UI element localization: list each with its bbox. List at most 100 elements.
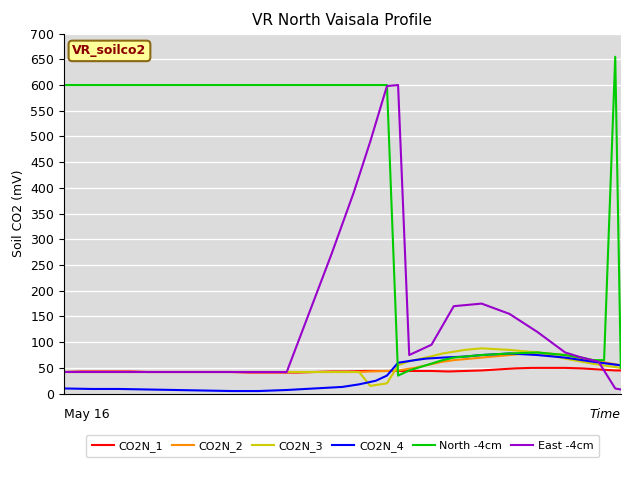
North -4cm <box>116 82 124 88</box>
East -4cm <box>227 369 235 375</box>
North -4cm <box>506 350 513 356</box>
East -4cm <box>595 359 602 365</box>
CO2N_2 <box>366 369 374 374</box>
CO2N_2 <box>383 368 391 374</box>
East -4cm <box>283 369 291 375</box>
CO2N_1 <box>161 369 168 375</box>
CO2N_2 <box>394 368 402 373</box>
CO2N_4 <box>439 355 447 360</box>
CO2N_3 <box>366 383 374 389</box>
East -4cm <box>578 355 586 360</box>
CO2N_4 <box>506 350 513 356</box>
CO2N_4 <box>589 359 596 365</box>
CO2N_2 <box>450 357 458 363</box>
CO2N_3 <box>506 347 513 353</box>
Title: VR North Vaisala Profile: VR North Vaisala Profile <box>252 13 433 28</box>
East -4cm <box>116 369 124 375</box>
CO2N_4 <box>339 384 346 390</box>
East -4cm <box>561 349 569 355</box>
East -4cm <box>617 386 625 392</box>
CO2N_2 <box>355 369 363 375</box>
North -4cm <box>617 365 625 371</box>
CO2N_3 <box>561 356 569 361</box>
CO2N_4 <box>310 385 318 391</box>
CO2N_3 <box>589 361 596 367</box>
North -4cm <box>422 362 430 368</box>
CO2N_4 <box>422 356 430 361</box>
North -4cm <box>310 82 318 88</box>
CO2N_1 <box>528 365 536 371</box>
CO2N_2 <box>439 359 447 365</box>
CO2N_1 <box>60 369 68 375</box>
CO2N_1 <box>260 370 268 375</box>
CO2N_4 <box>200 388 207 394</box>
CO2N_2 <box>561 352 569 358</box>
CO2N_1 <box>611 368 619 373</box>
CO2N_4 <box>227 388 235 394</box>
CO2N_3 <box>339 369 346 375</box>
CO2N_4 <box>172 387 179 393</box>
Line: North -4cm: North -4cm <box>64 57 621 375</box>
CO2N_2 <box>60 369 68 375</box>
CO2N_1 <box>127 369 134 374</box>
CO2N_4 <box>355 382 363 387</box>
CO2N_1 <box>617 368 625 373</box>
CO2N_1 <box>511 366 519 372</box>
CO2N_1 <box>143 369 151 375</box>
CO2N_1 <box>194 369 202 375</box>
North -4cm <box>450 355 458 360</box>
East -4cm <box>611 385 619 391</box>
East -4cm <box>477 300 485 307</box>
CO2N_4 <box>617 362 625 368</box>
CO2N_4 <box>383 372 391 378</box>
CO2N_1 <box>444 369 452 374</box>
East -4cm <box>328 252 335 258</box>
North -4cm <box>366 82 374 88</box>
CO2N_3 <box>227 369 235 375</box>
CO2N_2 <box>227 369 235 375</box>
East -4cm <box>506 311 513 317</box>
CO2N_1 <box>77 369 84 374</box>
CO2N_4 <box>60 385 68 391</box>
CO2N_4 <box>394 360 402 366</box>
North -4cm <box>405 368 413 373</box>
CO2N_4 <box>255 388 263 394</box>
North -4cm <box>255 82 263 88</box>
CO2N_1 <box>344 369 352 374</box>
CO2N_1 <box>428 368 435 374</box>
Line: CO2N_2: CO2N_2 <box>64 352 621 372</box>
East -4cm <box>428 342 435 348</box>
Text: VR_soilco2: VR_soilco2 <box>72 44 147 58</box>
CO2N_4 <box>116 386 124 392</box>
Line: CO2N_4: CO2N_4 <box>64 353 621 391</box>
CO2N_1 <box>277 370 285 375</box>
Line: East -4cm: East -4cm <box>64 85 621 389</box>
CO2N_1 <box>227 369 235 375</box>
North -4cm <box>339 82 346 88</box>
CO2N_3 <box>116 369 124 375</box>
East -4cm <box>450 303 458 309</box>
CO2N_4 <box>477 352 485 358</box>
North -4cm <box>227 82 235 88</box>
CO2N_1 <box>110 369 118 374</box>
CO2N_1 <box>244 370 252 375</box>
North -4cm <box>534 349 541 355</box>
Legend: CO2N_1, CO2N_2, CO2N_3, CO2N_4, North -4cm, East -4cm: CO2N_1, CO2N_2, CO2N_3, CO2N_4, North -4… <box>86 435 599 457</box>
Y-axis label: Soil CO2 (mV): Soil CO2 (mV) <box>12 170 25 257</box>
North -4cm <box>172 82 179 88</box>
CO2N_3 <box>534 349 541 355</box>
Text: Time: Time <box>590 408 621 421</box>
CO2N_4 <box>461 354 468 360</box>
CO2N_1 <box>93 369 101 374</box>
North -4cm <box>200 82 207 88</box>
CO2N_3 <box>405 358 413 364</box>
Text: May 16: May 16 <box>64 408 109 421</box>
CO2N_3 <box>383 381 391 386</box>
East -4cm <box>405 352 413 358</box>
CO2N_4 <box>372 378 380 384</box>
CO2N_3 <box>477 346 485 351</box>
East -4cm <box>349 190 357 196</box>
CO2N_2 <box>411 365 419 371</box>
North -4cm <box>60 82 68 88</box>
North -4cm <box>283 82 291 88</box>
